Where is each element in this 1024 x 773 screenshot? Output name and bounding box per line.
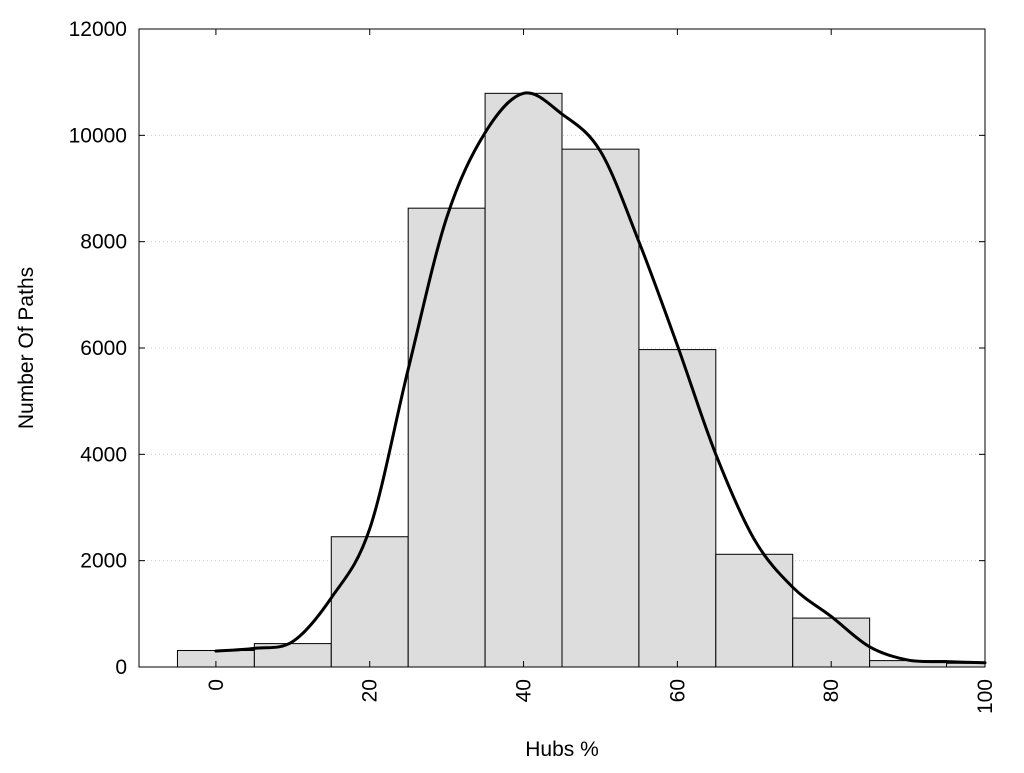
x-axis-ticks: 0 20 40 60 80 100 [205, 29, 997, 714]
x-tick-label-40: 40 [513, 679, 536, 702]
bar-30 [407, 207, 486, 668]
bar-60 [638, 349, 717, 668]
y-tick-label-0: 0 [115, 656, 127, 679]
y-tick-label-2000: 2000 [80, 550, 127, 573]
bars [176, 92, 986, 668]
bar-50 [561, 148, 640, 668]
bar-70 [715, 553, 794, 668]
bar-40 [484, 92, 563, 668]
density-curve-layer [214, 91, 987, 665]
x-tick-label-20: 20 [359, 679, 382, 702]
y-tick-label-6000: 6000 [80, 337, 127, 360]
x-tick-label-60: 60 [666, 679, 689, 702]
bar-80 [792, 617, 871, 668]
y-tick-label-8000: 8000 [80, 231, 127, 254]
y-tick-label-10000: 10000 [69, 124, 127, 147]
y-tick-label-4000: 4000 [80, 443, 127, 466]
x-tick-label-100: 100 [974, 679, 997, 714]
x-tick-label-0: 0 [205, 679, 228, 691]
x-tick-label-80: 80 [820, 679, 843, 702]
x-axis-label: Hubs % [525, 738, 599, 761]
y-axis-ticks: 0 2000 4000 6000 8000 10000 12000 [69, 18, 985, 679]
y-tick-label-12000: 12000 [69, 18, 127, 41]
y-axis-label: Number Of Paths [15, 267, 38, 429]
density-curve [214, 91, 987, 665]
bar-20 [330, 536, 409, 668]
grid-lines [139, 134, 985, 562]
